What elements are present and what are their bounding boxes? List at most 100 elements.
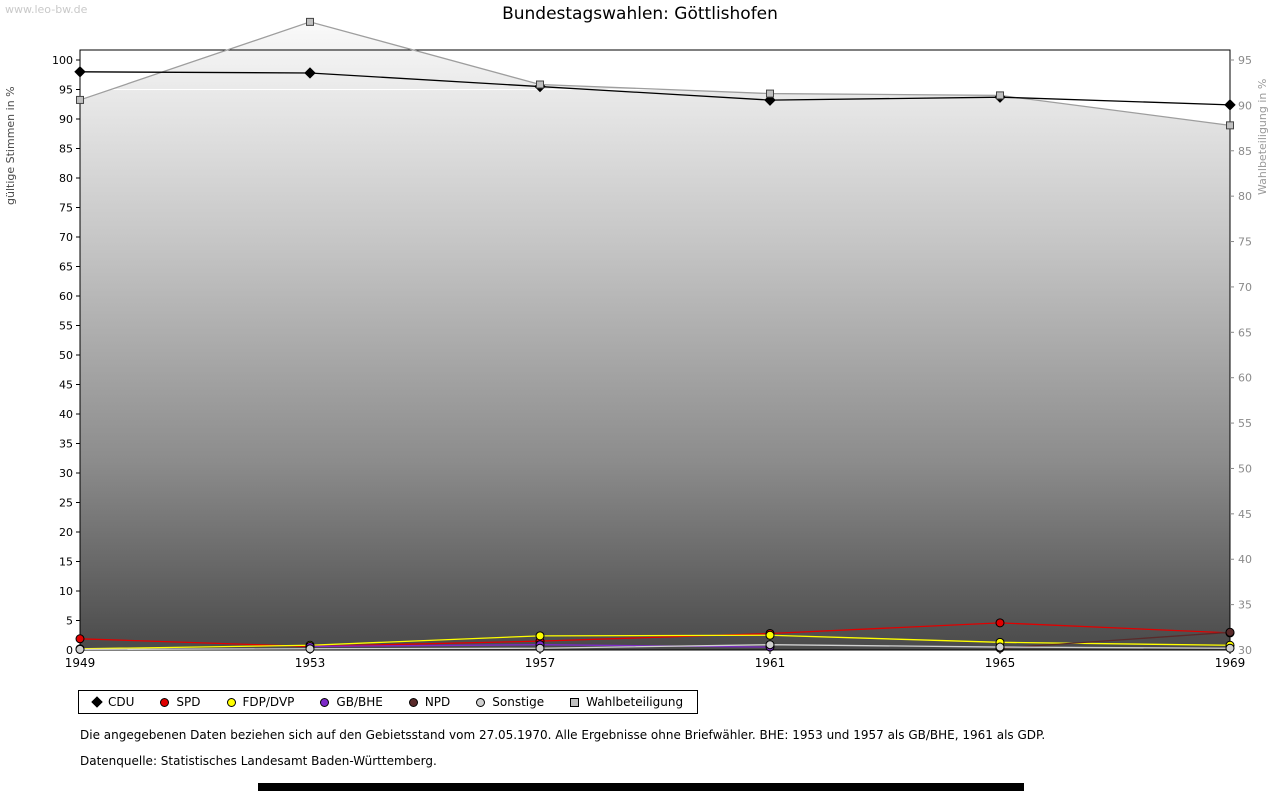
series-line-cdu <box>79 71 1231 106</box>
right-axis-tick-label: 65 <box>1238 326 1252 339</box>
marker-spd <box>75 634 85 644</box>
marker-cdu <box>304 67 316 79</box>
legend-label: SPD <box>176 695 201 709</box>
left-axis-tick-label: 35 <box>59 438 73 451</box>
series-line-sonstige <box>79 644 1231 651</box>
legend-item-fdp-dvp: FDP/DVP <box>226 695 295 709</box>
series-line-npd <box>999 631 1231 649</box>
left-axis-tick-label: 0 <box>66 644 73 657</box>
marker-sonstige <box>305 644 315 654</box>
legend-label: FDP/DVP <box>242 695 295 709</box>
left-axis-tick-label: 65 <box>59 261 73 274</box>
right-axis-tick-label: 60 <box>1238 372 1252 385</box>
marker-wahlbeteiligung <box>536 80 544 89</box>
marker-sonstige <box>1225 643 1235 653</box>
footnote-geography: Die angegebenen Daten beziehen sich auf … <box>80 728 1046 742</box>
left-axis-tick-label: 40 <box>59 408 73 421</box>
legend-label: CDU <box>108 695 135 709</box>
right-axis-tick-label: 50 <box>1238 462 1252 475</box>
right-axis-tick-label: 80 <box>1238 190 1252 203</box>
legend-item-cdu: CDU <box>91 695 135 709</box>
legend-circle-icon <box>408 697 418 707</box>
right-axis-title: Wahlbeteiligung in % <box>1256 79 1269 195</box>
legend-diamond-icon <box>91 696 103 708</box>
marker-fdp-dvp <box>765 630 775 640</box>
left-axis-tick-label: 90 <box>59 113 73 126</box>
legend-circle-icon <box>320 697 330 707</box>
left-axis-tick-label: 95 <box>59 84 73 97</box>
marker-npd <box>1225 627 1235 637</box>
left-axis-tick-label: 15 <box>59 556 73 569</box>
right-axis-tick-label: 90 <box>1238 99 1252 112</box>
left-axis-tick-label: 10 <box>59 585 73 598</box>
marker-sonstige <box>535 643 545 653</box>
plot-frame <box>79 49 1231 651</box>
series-line-fdp-dvp <box>79 634 1231 650</box>
legend-label: Wahlbeteiligung <box>586 695 684 709</box>
footnote-source: Datenquelle: Statistisches Landesamt Bad… <box>80 754 437 768</box>
chart-plot: 0 5 10 15 20 25 30 35 40 45 50 55 60 65 70 75 80 85 90 95 10… <box>4 17 1269 670</box>
right-axis-tick-label: 95 <box>1238 54 1252 67</box>
legend-item-sonstige: Sonstige <box>476 695 544 709</box>
marker-wahlbeteiligung <box>766 89 774 98</box>
x-axis-tick-label: 1957 <box>525 656 556 670</box>
legend-label: GB/BHE <box>336 695 383 709</box>
marker-wahlbeteiligung <box>1226 121 1234 130</box>
right-axis-tick-label: 35 <box>1238 599 1252 612</box>
left-axis-tick-label: 50 <box>59 349 73 362</box>
marker-wahlbeteiligung <box>996 91 1004 100</box>
right-axis-tick-label: 55 <box>1238 417 1252 430</box>
legend-item-spd: SPD <box>160 695 201 709</box>
legend-label: NPD <box>424 695 451 709</box>
marker-wahlbeteiligung <box>76 95 84 104</box>
x-axis-tick-label: 1961 <box>755 656 786 670</box>
left-axis-tick-label: 30 <box>59 467 73 480</box>
marker-wahlbeteiligung <box>306 17 314 26</box>
right-axis-tick-label: 40 <box>1238 553 1252 566</box>
series-line-spd <box>79 622 1231 648</box>
marker-cdu <box>74 66 86 78</box>
right-axis-tick-label: 75 <box>1238 236 1252 249</box>
left-axis-tick-label: 70 <box>59 231 73 244</box>
x-axis-tick-label: 1949 <box>65 656 96 670</box>
bottom-bar <box>258 783 1024 791</box>
x-axis-tick-label: 1953 <box>295 656 326 670</box>
marker-cdu <box>1224 99 1236 111</box>
turnout-area <box>80 21 1230 650</box>
x-axis-tick-label: 1969 <box>1215 656 1246 670</box>
left-axis-tick-label: 85 <box>59 143 73 156</box>
left-axis-tick-label: 60 <box>59 290 73 303</box>
left-axis-tick-label: 25 <box>59 497 73 510</box>
left-axis-tick-label: 100 <box>52 54 73 67</box>
right-axis-tick-label: 85 <box>1238 145 1252 158</box>
legend-circle-icon <box>160 697 170 707</box>
legend: CDU SPD FDP/DVP GB/BHE NPD Sonstige Wahlbeteil… <box>78 690 699 714</box>
left-axis-tick-label: 20 <box>59 526 73 539</box>
left-axis-tick-label: 55 <box>59 320 73 333</box>
legend-circle-icon <box>476 697 486 707</box>
marker-sonstige <box>995 642 1005 652</box>
marker-spd <box>995 618 1005 628</box>
series-line-wahlbeteiligung <box>79 21 1231 126</box>
legend-item-gb-bhe: GB/BHE <box>320 695 383 709</box>
right-axis-tick-label: 70 <box>1238 281 1252 294</box>
marker-sonstige <box>765 640 775 650</box>
marker-fdp-dvp <box>535 631 545 641</box>
right-axis-tick-label: 45 <box>1238 508 1252 521</box>
legend-item-wahlbeteiligung: Wahlbeteiligung <box>570 695 683 709</box>
legend-label: Sonstige <box>492 695 545 709</box>
chart-title: Bundestagswahlen: Göttlishofen <box>502 4 778 24</box>
marker-cdu <box>764 94 776 106</box>
x-axis-tick-label: 1965 <box>985 656 1016 670</box>
left-axis-title: gültige Stimmen in % <box>4 86 17 205</box>
marker-sonstige <box>75 644 85 654</box>
legend-circle-icon <box>226 697 236 707</box>
left-axis-tick-label: 45 <box>59 379 73 392</box>
watermark: www.leo-bw.de <box>5 3 88 16</box>
legend-square-icon <box>570 697 580 707</box>
left-axis-tick-label: 75 <box>59 202 73 215</box>
left-axis-tick-label: 80 <box>59 172 73 185</box>
right-axis-tick-label: 30 <box>1238 644 1252 657</box>
legend-item-npd: NPD <box>408 695 451 709</box>
